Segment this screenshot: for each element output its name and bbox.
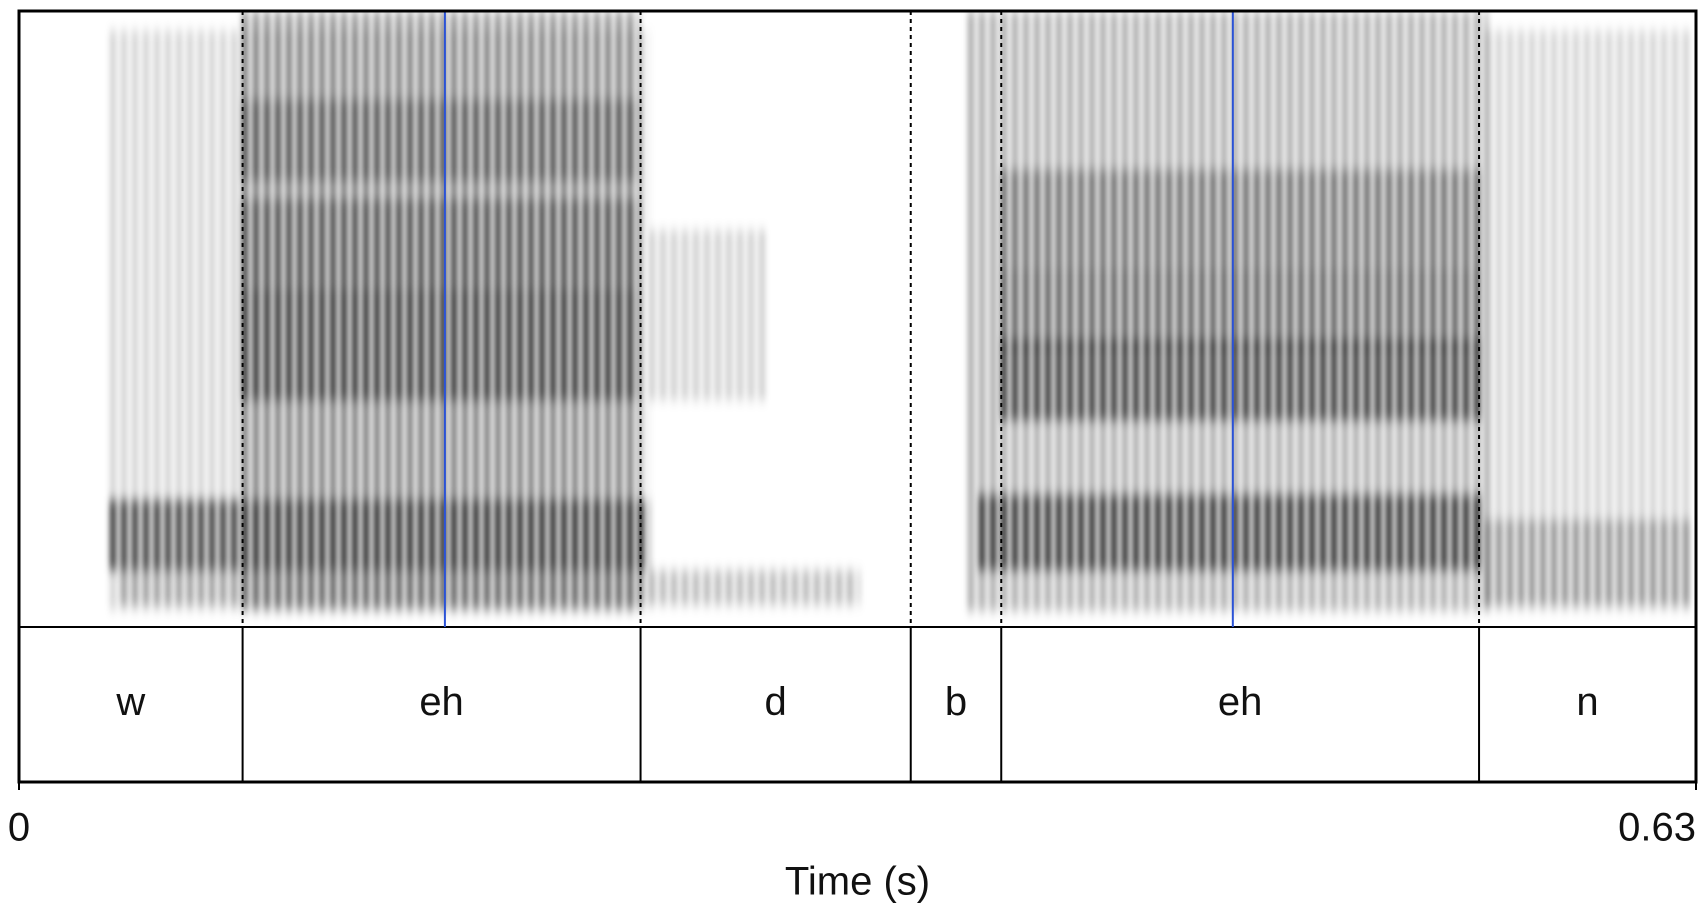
x-tick-label: 0.63	[1618, 806, 1696, 850]
x-axis-label: Time (s)	[785, 860, 930, 904]
interval-label: w	[115, 680, 145, 724]
interval-label: d	[765, 680, 787, 724]
interval-label: n	[1576, 680, 1598, 724]
plot-frame	[17, 9, 1698, 784]
x-tick-label: 0	[8, 806, 30, 850]
interval-label: eh	[1218, 680, 1263, 724]
interval-label: eh	[419, 680, 464, 724]
spectrogram	[105, 11, 1690, 611]
interval-label: b	[945, 680, 967, 724]
